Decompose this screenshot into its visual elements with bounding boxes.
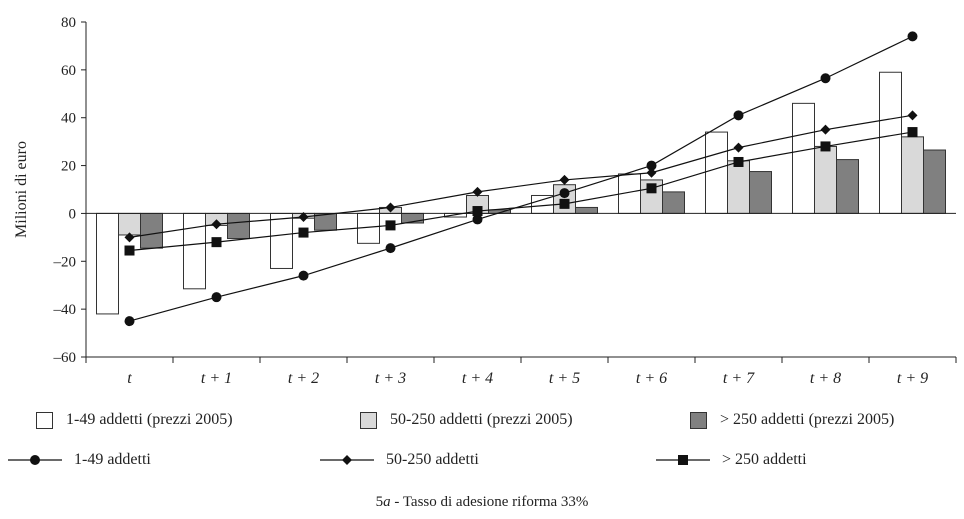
chart: –60 –40 –20 0 20 40 60 80 Milioni di euro t t + 1 t… <box>13 15 957 387</box>
x-tick-label: t + 5 <box>549 370 580 387</box>
legend-label: 1-49 addetti <box>74 451 151 468</box>
x-tick-label: t + 7 <box>723 370 755 387</box>
point-circle <box>385 243 396 254</box>
square-marker-icon <box>656 455 710 465</box>
x-tick-label: t + 6 <box>636 370 667 387</box>
legend-item-line-2: 50-250 addetti <box>320 451 479 469</box>
caption-italic: a <box>383 494 391 510</box>
point-square <box>298 227 309 238</box>
legend-swatch-lightgray <box>360 411 377 429</box>
point-diamond <box>472 186 483 197</box>
point-diamond <box>646 167 657 178</box>
point-diamond <box>298 212 309 223</box>
point-circle <box>211 292 222 303</box>
caption: 5a - Tasso di adesione riforma 33% <box>0 494 964 511</box>
point-square <box>733 156 744 167</box>
x-tick-label: t + 4 <box>462 370 493 387</box>
point-circle <box>907 31 918 42</box>
legend-item-bar-2: 50-250 addetti (prezzi 2005) <box>360 411 573 429</box>
y-tick-label: –40 <box>53 302 77 318</box>
y-tick-label: 20 <box>61 159 76 175</box>
point-diamond <box>733 142 744 153</box>
y-tick-label: 80 <box>61 15 76 31</box>
point-square <box>820 141 831 152</box>
point-diamond <box>385 202 396 213</box>
point-circle <box>298 270 309 281</box>
point-square <box>907 127 918 138</box>
point-circle <box>646 160 657 171</box>
point-diamond <box>907 110 918 121</box>
legend-label: 1-49 addetti (prezzi 2005) <box>66 411 233 428</box>
legend-swatch-white <box>36 411 53 429</box>
legend: 1-49 addetti (prezzi 2005) 50-250 addett… <box>8 411 894 469</box>
y-tick-label: –20 <box>53 254 77 270</box>
point-square <box>124 245 135 256</box>
caption-prefix: 5 <box>375 494 384 510</box>
x-tick-label: t + 8 <box>810 370 841 387</box>
legend-swatch-darkgray <box>690 411 707 429</box>
point-square <box>211 237 222 248</box>
point-circle <box>559 188 570 199</box>
legend-item-line-1: 1-49 addetti <box>8 451 151 469</box>
point-square <box>559 198 570 209</box>
legend-item-bar-3: > 250 addetti (prezzi 2005) <box>690 411 894 429</box>
y-tick-label: 40 <box>61 111 76 127</box>
point-square <box>646 183 657 194</box>
point-square <box>472 206 483 217</box>
diamond-marker-icon <box>320 455 374 465</box>
x-tick-label: t <box>127 370 132 387</box>
y-tick-label: 60 <box>61 63 76 79</box>
point-diamond <box>559 174 570 185</box>
x-tick-label: t + 2 <box>288 370 319 387</box>
lines-layer <box>124 31 918 327</box>
point-diamond <box>820 124 831 135</box>
legend-label: > 250 addetti (prezzi 2005) <box>720 411 895 428</box>
legend-label: 50-250 addetti <box>386 451 479 468</box>
x-tick-label: t + 3 <box>375 370 406 387</box>
point-diamond <box>124 232 135 243</box>
legend-item-bar-1: 1-49 addetti (prezzi 2005) <box>36 411 233 429</box>
line-series-1 <box>129 35 913 322</box>
y-tick-label: 0 <box>69 206 77 222</box>
circle-marker-icon <box>8 455 62 465</box>
point-circle <box>733 110 744 121</box>
point-square <box>385 220 396 231</box>
point-circle <box>124 316 135 327</box>
point-circle <box>820 73 831 84</box>
point-circle <box>472 214 483 225</box>
line-series-3 <box>129 131 913 252</box>
y-tick-label: –60 <box>53 350 77 366</box>
axes-layer: –60 –40 –20 0 20 40 60 80 Milioni di euro t t + 1 t… <box>13 15 957 387</box>
y-axis-label: Milioni di euro <box>13 141 30 238</box>
line-series-2 <box>129 114 913 238</box>
legend-label: > 250 addetti <box>722 451 807 468</box>
point-diamond <box>211 219 222 230</box>
caption-text: - Tasso di adesione riforma 33% <box>390 494 589 510</box>
legend-item-line-3: > 250 addetti <box>656 451 807 469</box>
x-tick-label: t + 9 <box>897 370 928 387</box>
x-tick-label: t + 1 <box>201 370 232 387</box>
legend-label: 50-250 addetti (prezzi 2005) <box>390 411 573 428</box>
